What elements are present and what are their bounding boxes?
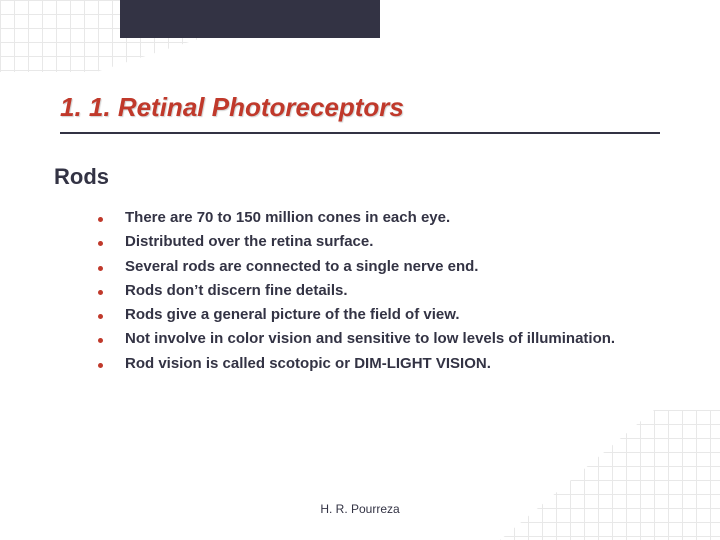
title-underline [60,132,660,134]
bullet-text: Not involve in color vision and sensitiv… [125,329,615,349]
bullet-list: There are 70 to 150 million cones in eac… [98,208,650,378]
list-item: Distributed over the retina surface. [98,232,650,252]
bullet-icon [98,363,103,368]
bullet-icon [98,217,103,222]
list-item: Not involve in color vision and sensitiv… [98,329,650,349]
bullet-icon [98,314,103,319]
decor-header-bar [120,0,380,38]
list-item: Several rods are connected to a single n… [98,257,650,277]
bullet-icon [98,290,103,295]
bullet-text: Several rods are connected to a single n… [125,257,478,277]
bullet-text: Rod vision is called scotopic or DIM-LIG… [125,354,491,374]
bullet-text: Distributed over the retina surface. [125,232,373,252]
list-item: Rods don’t discern fine details. [98,281,650,301]
list-item: Rods give a general picture of the field… [98,305,650,325]
slide: 1. 1. Retinal Photoreceptors Rods There … [0,0,720,540]
bullet-text: Rods don’t discern fine details. [125,281,348,301]
slide-subtitle: Rods [54,164,109,190]
list-item: Rod vision is called scotopic or DIM-LIG… [98,354,650,374]
bullet-icon [98,241,103,246]
slide-footer: H. R. Pourreza [0,502,720,516]
slide-title: 1. 1. Retinal Photoreceptors [60,92,660,129]
bullet-text: There are 70 to 150 million cones in eac… [125,208,450,228]
bullet-text: Rods give a general picture of the field… [125,305,460,325]
list-item: There are 70 to 150 million cones in eac… [98,208,650,228]
bullet-icon [98,338,103,343]
decor-grid-bottom-right [500,410,720,540]
bullet-icon [98,266,103,271]
